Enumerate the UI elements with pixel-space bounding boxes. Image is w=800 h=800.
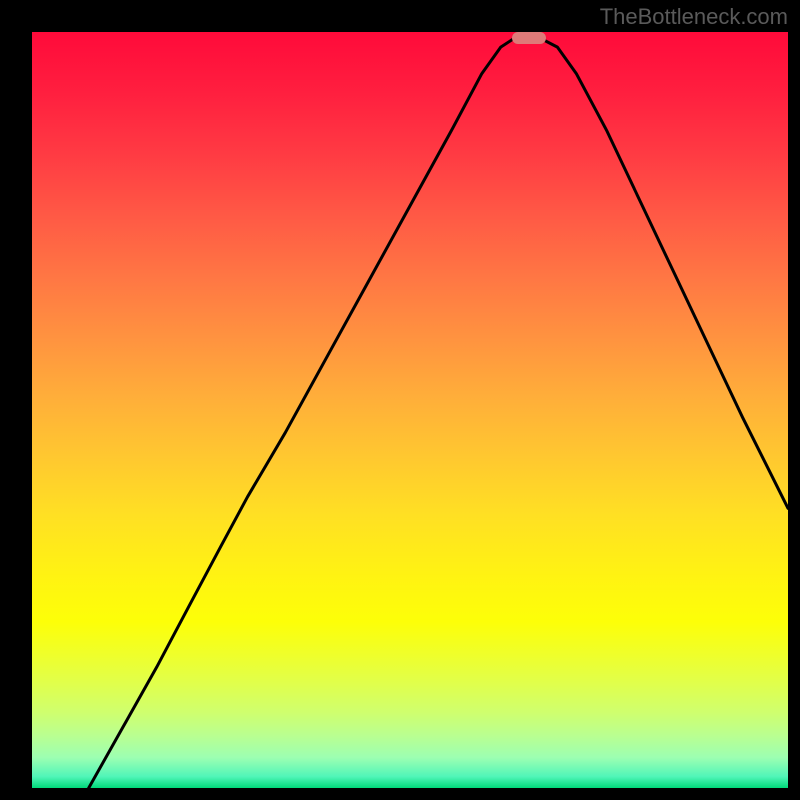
bottleneck-curve bbox=[32, 32, 788, 788]
chart-container: TheBottleneck.com bbox=[0, 0, 800, 800]
optimal-marker bbox=[512, 32, 546, 44]
watermark-text: TheBottleneck.com bbox=[600, 4, 788, 30]
plot-area bbox=[32, 32, 788, 788]
